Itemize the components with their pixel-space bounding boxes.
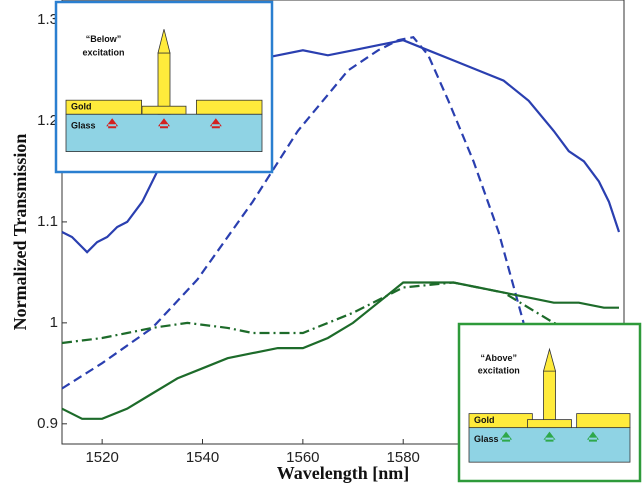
- pillar: [544, 371, 556, 428]
- inset: “Above” excitation Gold Glass: [459, 324, 640, 481]
- inset-text: “Above”: [481, 353, 518, 363]
- inset-text: “Below”: [86, 34, 122, 44]
- x-tick-label: 1520: [85, 449, 118, 466]
- inset-text: Glass: [474, 434, 499, 444]
- x-axis-label: Wavelength [nm]: [277, 463, 410, 483]
- chart: Wavelength [nm] Normalized Transmission …: [0, 0, 642, 483]
- inset-text: Gold: [71, 102, 92, 112]
- x-tick-label: 1560: [286, 449, 319, 466]
- base: [142, 106, 186, 114]
- y-axis-label: Normalized Transmission: [10, 134, 30, 331]
- y-tick-label: 0.9: [37, 415, 58, 432]
- inset-text: Gold: [474, 415, 495, 425]
- inset-text: excitation: [83, 47, 125, 57]
- gold-right: [196, 100, 262, 114]
- y-tick-label: 1: [50, 314, 58, 331]
- gold-right: [577, 414, 630, 428]
- y-tick-label: 1.1: [37, 213, 58, 230]
- x-tick-label: 1580: [387, 449, 420, 466]
- pillar: [158, 53, 170, 114]
- inset-text: excitation: [478, 365, 520, 375]
- x-tick-label: 1540: [186, 449, 219, 466]
- inset: “Below” excitation Gold Glass: [56, 2, 272, 172]
- base: [528, 420, 572, 428]
- inset-text: Glass: [71, 121, 96, 131]
